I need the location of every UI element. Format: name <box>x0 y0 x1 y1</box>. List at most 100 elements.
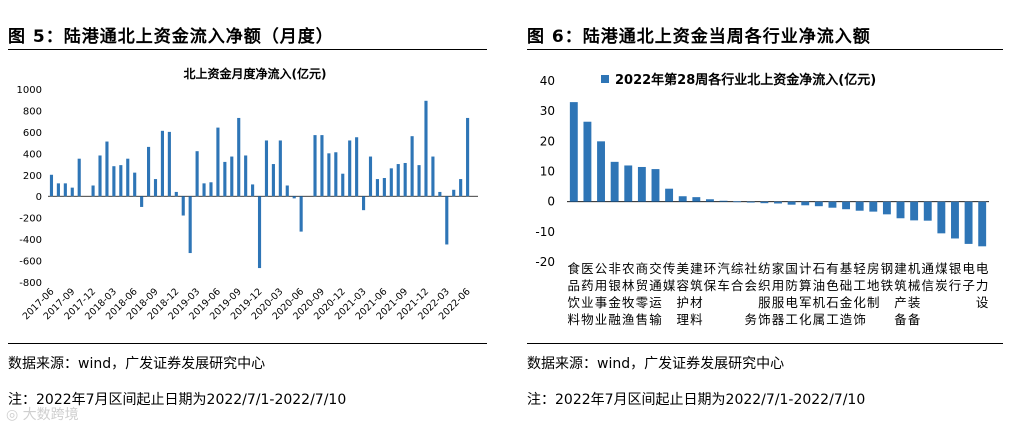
right-category-label-char: 行 <box>949 278 962 293</box>
left-y-tick-label: -800 <box>19 278 42 289</box>
left-date-note: 注：2022年7月区间起止日期为2022/7/1-2022/7/10 <box>8 392 347 408</box>
left-y-tick-label: 200 <box>23 171 42 182</box>
left-figure-title: 图 5：陆港通北上资金流入净额（月度） <box>8 27 334 47</box>
left-bar <box>327 153 331 197</box>
right-category-label-char: 零 <box>636 295 649 310</box>
left-bar <box>313 135 317 197</box>
right-category-label-char: 炭 <box>935 278 948 293</box>
right-category-label-char: 售 <box>636 312 649 327</box>
left-bar <box>160 130 164 197</box>
right-category-label-char: 石 <box>826 295 839 310</box>
right-category-label-char: 国 <box>785 261 798 276</box>
right-category-label-char: 化 <box>799 312 812 327</box>
right-category-label-char: 林 <box>622 278 635 293</box>
right-category-label-char: 车 <box>717 278 730 293</box>
right-category-label-char: 防 <box>785 278 798 293</box>
right-bar <box>705 199 714 202</box>
right-legend-label: 2022年第28周各行业北上资金净流入(亿元) <box>615 72 876 88</box>
right-y-tick-label: 40 <box>540 74 555 88</box>
right-category-label-char: 渔 <box>622 312 635 327</box>
right-category-label-char: 设 <box>976 295 989 310</box>
left-bar <box>431 156 435 197</box>
right-category-label-char: 交 <box>649 261 662 276</box>
right-y-tick-label: -20 <box>535 255 555 269</box>
right-category-label-char: 传 <box>663 261 676 276</box>
right-category-label-char: 织 <box>758 278 771 293</box>
left-bar <box>174 191 178 197</box>
right-top-rule <box>527 49 1003 50</box>
right-category-label-char: 房 <box>867 261 880 276</box>
left-bar <box>271 164 275 197</box>
right-category-label-char: 通 <box>649 278 662 293</box>
right-category-label-char: 金 <box>840 295 853 310</box>
left-bar <box>264 140 269 197</box>
left-y-tick-label: -400 <box>19 235 42 246</box>
left-bar <box>237 117 241 197</box>
left-y-tick-label: 800 <box>23 106 42 117</box>
right-category-label-char: 用 <box>772 278 785 293</box>
right-bar <box>651 169 660 202</box>
right-category-label-char: 金 <box>608 295 621 310</box>
right-bar <box>951 201 959 239</box>
right-bar <box>569 102 578 202</box>
left-bar <box>285 185 289 197</box>
right-category-label-char: 非 <box>608 261 621 276</box>
left-bar <box>167 131 171 197</box>
left-bar <box>91 185 95 197</box>
right-bar <box>896 201 905 219</box>
right-bar <box>678 196 687 202</box>
right-bar <box>855 201 864 211</box>
right-category-label-char: 饰 <box>758 312 771 327</box>
right-category-label-char: 农 <box>622 261 635 276</box>
left-bar <box>382 177 386 197</box>
right-bar <box>787 201 796 205</box>
right-bar <box>583 121 592 202</box>
left-figure-panel: 图 5：陆港通北上资金流入净额（月度） 北上资金月度净流入(亿元) -800 -60… <box>0 0 495 435</box>
left-bar <box>188 196 192 254</box>
right-y-tick-label: 0 <box>547 195 555 209</box>
left-y-tick-label: 1000 <box>17 85 42 96</box>
left-y-tick-label: 400 <box>23 149 42 160</box>
left-bar <box>223 161 227 197</box>
right-category-label-char: 筑 <box>894 278 907 293</box>
right-category-label-char: 建 <box>894 261 907 276</box>
right-category-label-char: 美 <box>676 261 689 276</box>
right-category-label-char: 合 <box>731 278 744 293</box>
right-y-tick-label: 10 <box>540 165 555 179</box>
left-bar <box>230 156 234 197</box>
left-y-tick-label: -200 <box>19 214 42 225</box>
right-bar <box>624 165 633 202</box>
left-bar <box>257 196 262 269</box>
watermark-text: 大数跨境 <box>22 407 79 423</box>
right-category-label-char: 综 <box>731 261 744 276</box>
right-category-label-char: 机 <box>813 295 826 310</box>
watermark-logo: ◎ 大数跨境 <box>6 407 79 423</box>
right-category-label-char: 社 <box>745 261 758 276</box>
left-chart-title: 北上资金月度净流入(亿元) <box>184 66 327 81</box>
left-y-tick-label: 600 <box>23 128 42 139</box>
right-y-tick-label: 30 <box>540 104 555 118</box>
right-category-label-char: 容 <box>676 278 689 293</box>
left-bar <box>424 100 428 197</box>
right-category-label-char: 有 <box>826 261 839 276</box>
right-bar <box>801 201 810 206</box>
left-bar <box>375 179 379 197</box>
right-category-label-char: 基 <box>840 261 853 276</box>
right-category-label-char: 业 <box>581 295 594 310</box>
right-bar <box>910 201 919 221</box>
right-category-label-char: 运 <box>649 295 662 310</box>
right-category-label-char: 油 <box>813 278 826 293</box>
left-bar <box>348 140 352 197</box>
left-bar <box>466 117 470 197</box>
right-category-label-char: 贸 <box>636 278 649 293</box>
right-category-label-char: 算 <box>799 278 812 293</box>
right-bar <box>842 201 851 210</box>
right-category-label-char: 地 <box>867 278 880 293</box>
left-bar <box>209 182 213 197</box>
left-bar <box>396 164 400 197</box>
left-bar <box>292 196 296 199</box>
left-bar <box>362 196 366 211</box>
right-category-label-char: 装 <box>908 295 921 310</box>
right-bar <box>869 201 878 212</box>
right-bar <box>733 201 742 203</box>
